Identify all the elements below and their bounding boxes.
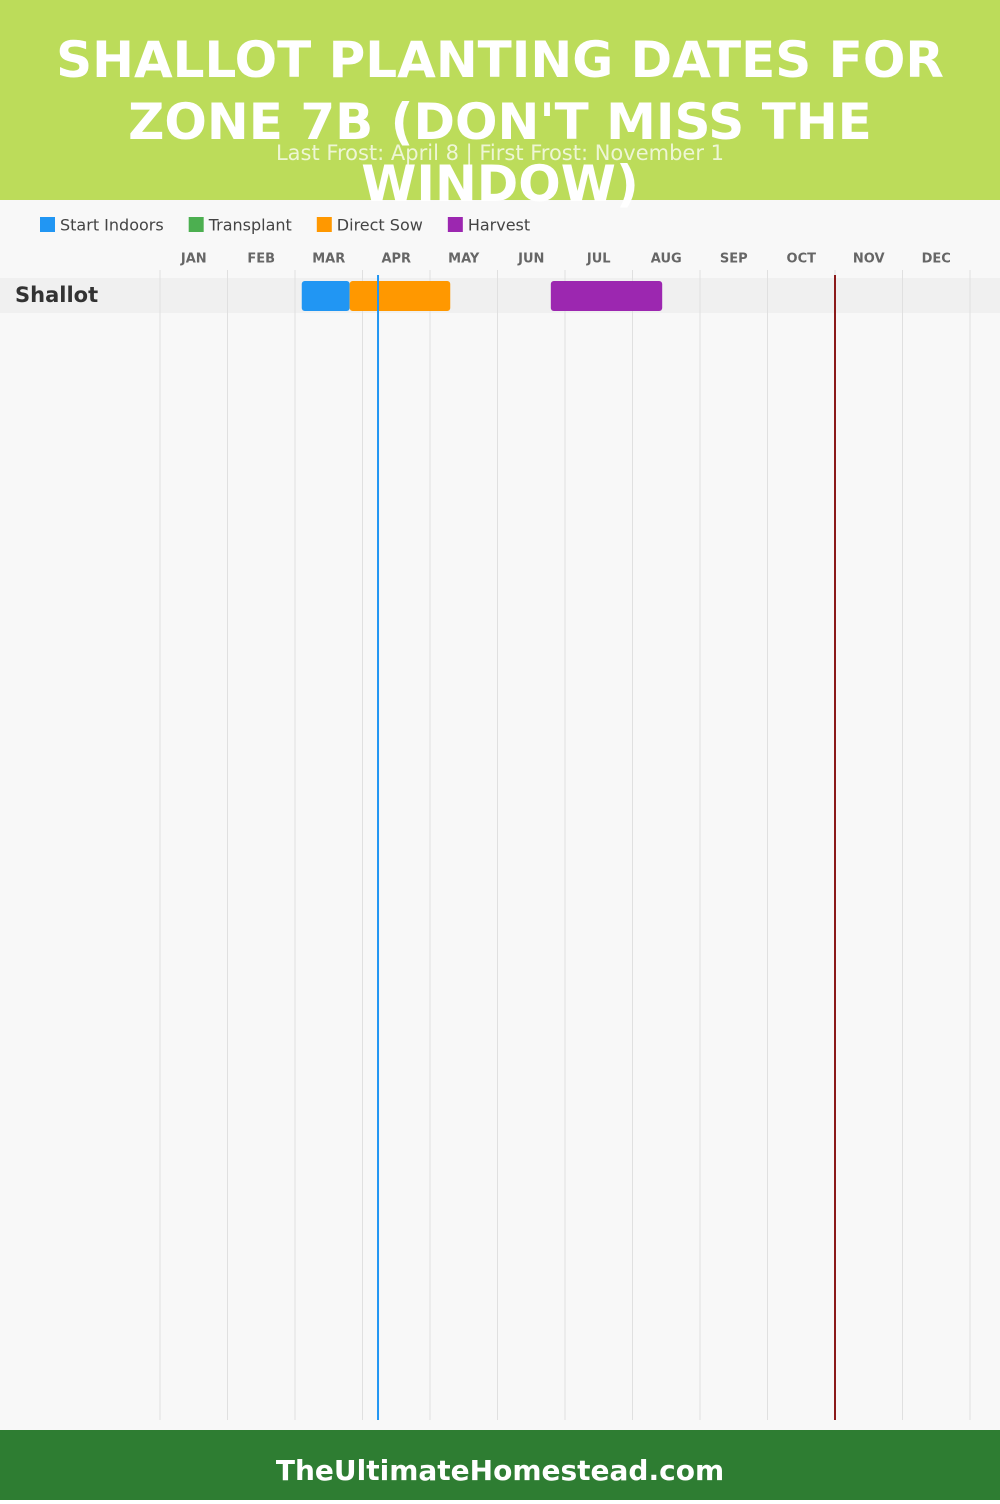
x-tick-label: MAY (448, 252, 480, 267)
x-tick-label: JUL (586, 252, 611, 267)
x-tick-label: JAN (180, 252, 207, 267)
legend-swatch (188, 217, 204, 232)
gantt-bar (349, 281, 451, 311)
x-tick-label: OCT (787, 252, 817, 267)
x-tick-label: DEC (922, 252, 951, 267)
chart-subtitle: Last Frost: April 8 | First Frost: Novem… (276, 141, 724, 166)
chart-background (0, 200, 1000, 1430)
header-band (0, 0, 1000, 200)
legend-swatch (316, 217, 332, 232)
footer-text: TheUltimateHomestead.com (276, 1454, 724, 1487)
legend-swatch (40, 217, 55, 232)
x-tick-label: AUG (651, 252, 682, 267)
row-band (0, 278, 1000, 313)
x-tick-label: NOV (853, 252, 885, 267)
chart-title-group: SHALLOT PLANTING DATES FOR ZONE 7B (DON'T… (56, 31, 944, 213)
footer-band (0, 1430, 1000, 1500)
x-tick-label: APR (381, 252, 411, 267)
x-tick-label: FEB (247, 252, 275, 267)
x-tick-label: MAR (312, 252, 345, 267)
chart-title: SHALLOT PLANTING DATES FOR ZONE 7B (DON'T… (56, 31, 944, 213)
x-tick-label: JUN (517, 252, 544, 267)
gantt-bar (550, 281, 663, 311)
x-tick-label: SEP (720, 252, 748, 267)
legend-label: Start Indoors (60, 216, 164, 235)
gantt-bar (301, 281, 350, 311)
legend-label: Harvest (468, 216, 530, 235)
legend-label: Transplant (208, 216, 292, 235)
row-label: Shallot (15, 283, 98, 307)
legend-label: Direct Sow (337, 216, 423, 235)
legend-swatch (447, 217, 463, 232)
